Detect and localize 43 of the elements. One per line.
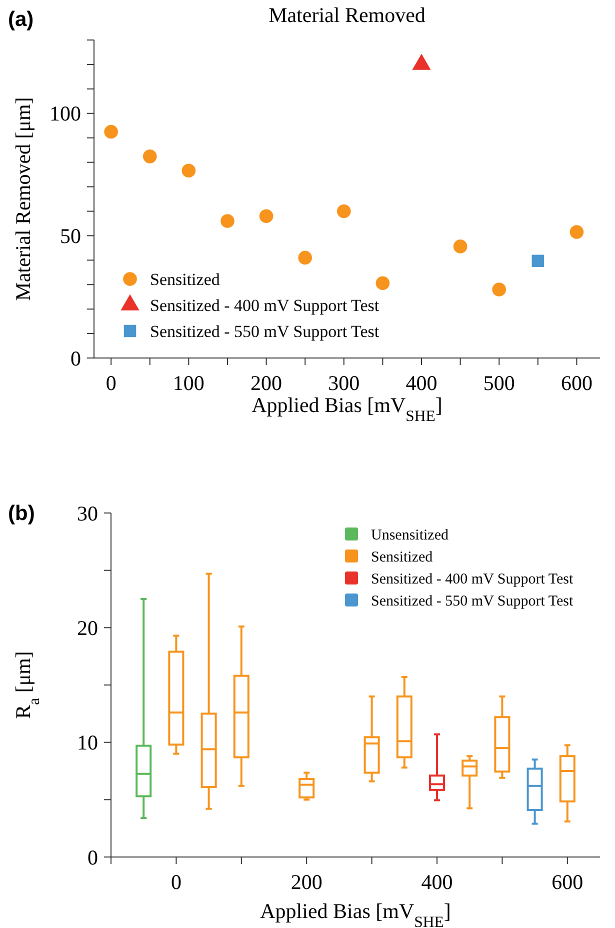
y-tick-label: 10	[77, 730, 98, 755]
y-axis-title: Material Removed [μm]	[11, 97, 35, 301]
x-tick-label: 200	[290, 870, 322, 894]
point	[298, 250, 312, 265]
point	[570, 225, 584, 239]
x-tick-label: 0	[106, 371, 116, 395]
x-tick-label: 600	[552, 870, 584, 894]
x-axis-title: Applied Bias [mV$_{SHE}$]	[252, 393, 442, 424]
y-tick-label: 100	[50, 102, 81, 126]
x-tick-label: 500	[483, 371, 515, 395]
text: (b)	[8, 502, 35, 525]
x-axis-title: Applied Bias [mV$_{SHE}$]	[260, 899, 451, 928]
legend-label: Sensitized - 550 mV Support Test	[371, 593, 574, 610]
x-tick-label: 400	[421, 870, 453, 894]
y-tick-label: 0	[88, 845, 98, 870]
y-tick-label: 0	[70, 346, 81, 370]
point	[259, 209, 274, 224]
point	[142, 150, 157, 164]
x-tick-label: 600	[560, 371, 592, 395]
point	[492, 282, 506, 296]
x-tick-label: 0	[170, 870, 182, 894]
x-tick-label: 300	[328, 371, 360, 395]
point	[182, 164, 196, 178]
legend-label: Sensitized - 550 mV Support Test	[150, 322, 380, 341]
legend-label: Sensitized	[150, 270, 220, 289]
point	[220, 214, 234, 228]
y-tick-label: 30	[77, 501, 98, 526]
point	[453, 240, 468, 254]
x-tick-label: 400	[406, 371, 438, 395]
legend-label: Sensitized - 400 mV Support Test	[150, 296, 380, 315]
text: (a)	[8, 8, 34, 31]
legend-label: Sensitized - 400 mV Support Test	[371, 571, 574, 588]
legend-label: Unsensitized	[371, 527, 449, 544]
point	[104, 124, 118, 139]
chart-title: Material Removed	[268, 3, 426, 27]
y-tick-label: 50	[60, 224, 81, 248]
point	[336, 204, 351, 218]
legend-label: Sensitized	[371, 549, 434, 566]
x-tick-label: 100	[172, 371, 204, 395]
point	[376, 276, 390, 290]
point	[532, 254, 544, 268]
x-tick-label: 200	[250, 371, 282, 395]
y-tick-label: 20	[77, 616, 98, 640]
